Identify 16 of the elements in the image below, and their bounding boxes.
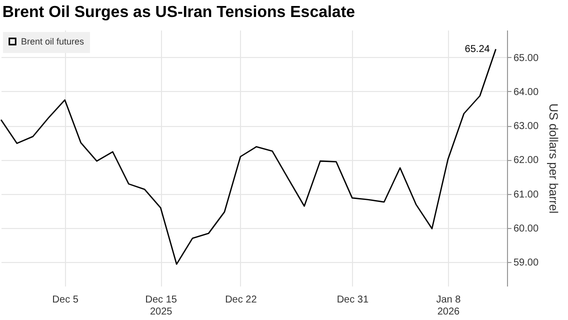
x-tick-label: Jan 8 2026 — [436, 294, 462, 318]
legend-label: Brent oil futures — [21, 36, 85, 46]
x-tick-label: Dec 5 — [52, 294, 79, 306]
y-tick-label: 60.00 — [514, 223, 539, 234]
y-tick-label: 64.00 — [514, 86, 539, 98]
data-label: 65.24 — [464, 44, 490, 56]
y-axis-title: US dollars per barrel — [546, 103, 561, 214]
y-tick-label: 62.00 — [514, 155, 539, 166]
y-tick-label: 63.00 — [514, 121, 539, 132]
x-tick-label: Dec 31 — [336, 294, 369, 306]
chart-title: Brent Oil Surges as US-Iran Tensions Escalate — [2, 4, 356, 21]
y-tick-label: 61.00 — [514, 189, 539, 200]
y-tick-label: 65.00 — [514, 52, 539, 64]
x-tick-label: Dec 15 2025 — [145, 294, 178, 318]
y-tick-label: 59.00 — [514, 258, 539, 269]
x-tick-label: Dec 22 — [225, 294, 258, 306]
